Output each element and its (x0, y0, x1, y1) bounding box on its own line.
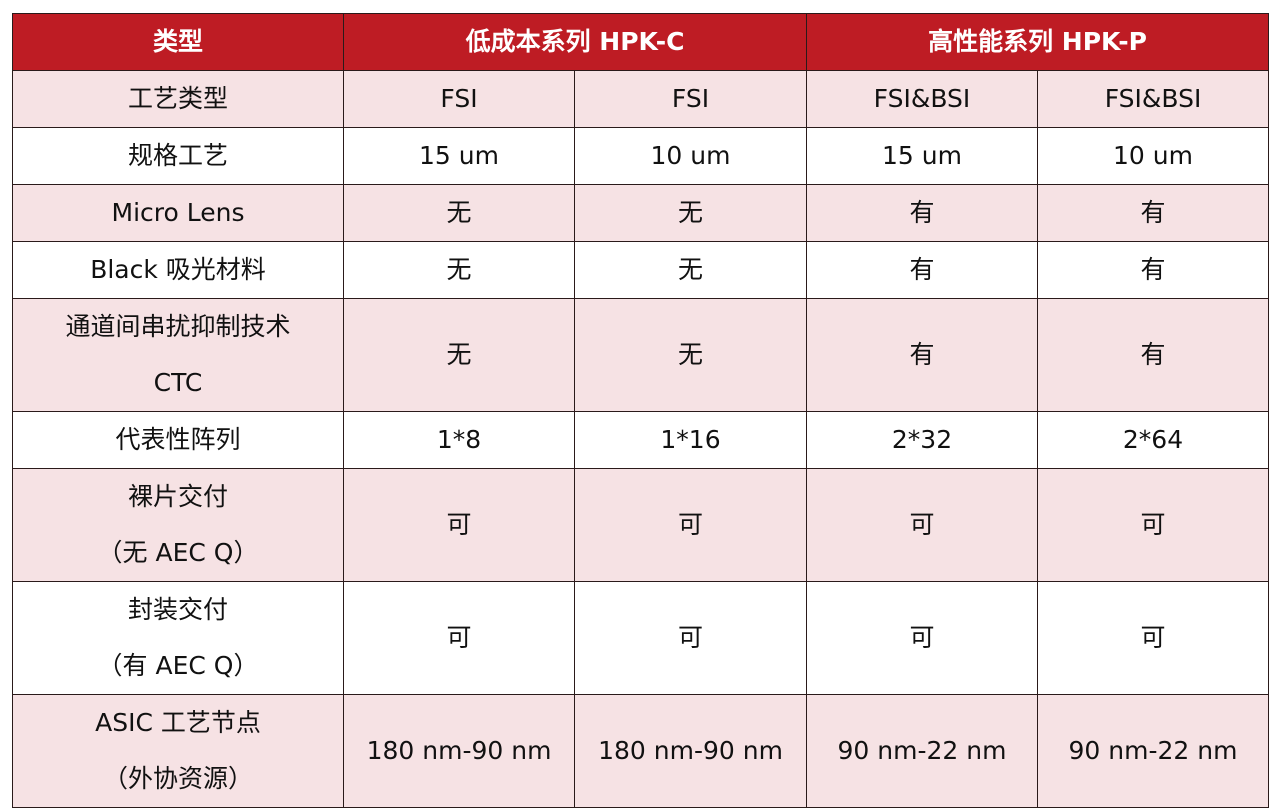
comparison-table: 类型 低成本系列 HPK-C 高性能系列 HPK-P 工艺类型 FSI FSI FSI… (12, 13, 1270, 808)
table-cell: 1*16 (574, 411, 807, 469)
table-cell: 可 (1036, 581, 1270, 695)
table-cell: 可 (574, 581, 807, 695)
header-hpk-p: 高性能系列 HPK-P (805, 13, 1270, 71)
table-cell: 无 (343, 184, 575, 242)
table-row: ASIC 工艺节点 （外协资源） 180 nm-90 nm 180 nm-90 nm 9… (12, 694, 1270, 808)
table-cell: 有 (1036, 184, 1270, 242)
table-cell: 90 nm-22 nm (806, 694, 1038, 808)
table-cell: 15 um (343, 127, 575, 185)
table-cell: FSI&BSI (806, 70, 1038, 128)
row-label: Micro Lens (12, 184, 344, 242)
row-label-line: Micro Lens (111, 198, 245, 227)
table-cell: 10 um (1036, 127, 1270, 185)
table-cell: 10 um (574, 127, 807, 185)
table-row: Black 吸光材料无无有有 (12, 241, 1270, 299)
table-cell: 可 (806, 468, 1038, 582)
table-cell: 可 (343, 581, 575, 695)
table-row: 规格工艺 15 um 10 um 15 um 10 um (12, 127, 1270, 185)
table-cell: 2*64 (1036, 411, 1270, 469)
table-cell: 有 (806, 241, 1038, 299)
row-label-line: 通道间串扰抑制技术 (65, 312, 291, 341)
table-row: 封装交付 （有 AEC Q）可可可可 (12, 581, 1270, 695)
table-cell: 有 (806, 184, 1038, 242)
header-row: 类型 低成本系列 HPK-C 高性能系列 HPK-P (12, 13, 1270, 71)
row-label-line: 裸片交付 (127, 482, 228, 511)
table-cell: 90 nm-22 nm (1036, 694, 1270, 808)
table-cell: 无 (343, 298, 575, 412)
table-row: Micro Lens 无无有有 (12, 184, 1270, 242)
row-label: 裸片交付 （无 AEC Q） (12, 468, 344, 582)
table-cell: 无 (574, 298, 807, 412)
table-cell: 有 (1036, 241, 1270, 299)
table-cell: 有 (1036, 298, 1270, 412)
row-label-line: CTC (153, 368, 203, 397)
row-label: ASIC 工艺节点 （外协资源） (12, 694, 344, 808)
table-cell: 可 (343, 468, 575, 582)
row-label: 代表性阵列 (12, 411, 344, 469)
row-label: 通道间串扰抑制技术 CTC (12, 298, 344, 412)
table-cell: 2*32 (806, 411, 1038, 469)
table-cell: 15 um (806, 127, 1038, 185)
row-label-line: Black 吸光材料 (90, 255, 266, 284)
table-cell: 180 nm-90 nm (574, 694, 807, 808)
row-label: 工艺类型 (12, 70, 344, 128)
table-cell: 可 (1036, 468, 1270, 582)
row-label: 封装交付 （有 AEC Q） (12, 581, 344, 695)
row-label: 规格工艺 (12, 127, 344, 185)
row-label-line: （有 AEC Q） (97, 651, 259, 680)
row-label: Black 吸光材料 (12, 241, 344, 299)
table-cell: FSI&BSI (1036, 70, 1270, 128)
row-label-line: 工艺类型 (127, 84, 228, 113)
table-row: 工艺类型 FSI FSI FSI&BSI FSI&BSI (12, 70, 1270, 128)
table-cell: 无 (574, 241, 807, 299)
row-label-line: （无 AEC Q） (97, 538, 259, 567)
row-label-line: ASIC 工艺节点 (95, 708, 261, 737)
table-cell: 可 (806, 581, 1038, 695)
table-row: 代表性阵列 1*8 1*16 2*32 2*64 (12, 411, 1270, 469)
table-cell: 1*8 (343, 411, 575, 469)
table-cell: 无 (574, 184, 807, 242)
header-hpk-c: 低成本系列 HPK-C (343, 13, 807, 71)
row-label-line: （外协资源） (102, 764, 253, 793)
row-label-line: 封装交付 (127, 595, 228, 624)
table-cell: 无 (343, 241, 575, 299)
table-cell: FSI (343, 70, 575, 128)
table-cell: 有 (806, 298, 1038, 412)
table-cell: 180 nm-90 nm (343, 694, 575, 808)
table-row: 通道间串扰抑制技术 CTC 无无有有 (12, 298, 1270, 412)
table-cell: 可 (574, 468, 807, 582)
row-label-line: 规格工艺 (127, 141, 228, 170)
table-row: 裸片交付 （无 AEC Q）可可可可 (12, 468, 1270, 582)
table-cell: FSI (574, 70, 807, 128)
header-type: 类型 (12, 13, 344, 71)
row-label-line: 代表性阵列 (115, 425, 241, 454)
